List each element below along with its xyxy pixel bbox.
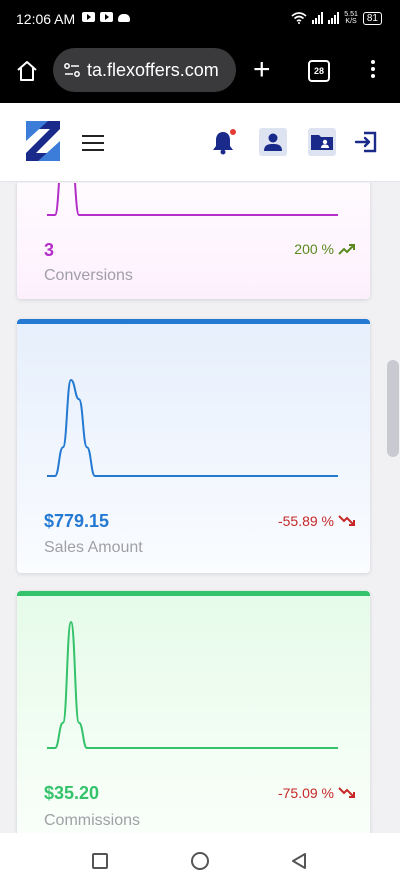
battery-icon: 81: [362, 11, 382, 25]
conversions-label: Conversions: [44, 267, 133, 284]
wifi-icon: [291, 12, 307, 24]
tab-switcher-button[interactable]: 28: [308, 60, 330, 82]
conversions-card[interactable]: 3 Conversions 200 %: [17, 183, 370, 299]
system-nav-bar: [0, 833, 400, 888]
conversions-change-text: 200 %: [294, 241, 334, 257]
trend-up-icon: [338, 244, 355, 255]
new-tab-icon[interactable]: +: [253, 53, 271, 86]
url-text: ta.flexoffers.com: [87, 59, 219, 80]
signal-icon: [312, 12, 324, 24]
notification-icons: [82, 12, 130, 22]
flexoffers-logo[interactable]: [22, 117, 64, 165]
commissions-value: $35.20: [44, 783, 100, 803]
notifications-bell-icon[interactable]: [209, 128, 237, 156]
card-accent-bar: [17, 319, 370, 324]
commissions-change: -75.09 %: [278, 785, 356, 801]
app-header: [0, 103, 400, 182]
sparkline-path: [47, 183, 338, 216]
commissions-label: Commissions: [44, 812, 141, 829]
home-circle-icon[interactable]: [191, 852, 209, 870]
youtube-icon: [100, 12, 113, 22]
conversions-change: 200 %: [294, 241, 356, 257]
folder-user-icon: [311, 135, 333, 150]
recent-apps-icon[interactable]: [92, 853, 108, 869]
conversions-sparkline: [47, 183, 338, 216]
dashboard-content: 3 Conversions 200 % $779.15 Sales Amount…: [0, 183, 400, 833]
commissions-card[interactable]: $35.20 Commissions -75.09 %: [17, 591, 370, 833]
sparkline-path: [47, 620, 338, 749]
hamburger-menu-icon[interactable]: [82, 135, 104, 151]
status-time: 12:06 AM: [16, 11, 76, 27]
sales-amount-change: -55.89 %: [278, 513, 356, 529]
notification-dot: [229, 128, 237, 136]
trend-down-icon: [338, 787, 355, 798]
trend-down-icon: [338, 515, 355, 526]
bell-icon: [213, 132, 233, 155]
system-indicators: 5.51 K/S 81: [291, 11, 382, 25]
cloud-icon: [118, 14, 130, 22]
back-icon[interactable]: [290, 852, 308, 870]
site-settings-icon[interactable]: [63, 61, 81, 79]
profile-icon[interactable]: [259, 128, 287, 156]
account-folder-icon[interactable]: [308, 128, 336, 156]
sales-amount-value: $779.15: [44, 511, 110, 531]
sales-sparkline: [47, 378, 338, 477]
commissions-sparkline: [47, 620, 338, 749]
browser-toolbar: ta.flexoffers.com + 28: [0, 40, 400, 103]
overflow-menu-icon[interactable]: [370, 60, 376, 82]
commissions-change-text: -75.09 %: [277, 785, 334, 801]
status-bar: 12:06 AM 5.51 K/S 81: [0, 0, 400, 40]
signal-icon: [328, 12, 340, 24]
youtube-icon: [82, 12, 95, 22]
sparkline-path: [47, 378, 338, 477]
card-accent-bar: [17, 591, 370, 596]
sales-amount-change-text: -55.89 %: [277, 513, 334, 529]
conversions-value: 3: [44, 240, 55, 260]
scrollbar-thumb[interactable]: [387, 360, 399, 457]
address-bar[interactable]: ta.flexoffers.com: [53, 48, 236, 92]
user-icon: [264, 133, 282, 151]
logout-icon[interactable]: [352, 128, 380, 156]
network-speed: 5.51 K/S: [344, 11, 358, 25]
sales-amount-card[interactable]: $779.15 Sales Amount -55.89 %: [17, 319, 370, 573]
home-icon[interactable]: [15, 59, 39, 83]
sales-amount-label: Sales Amount: [44, 539, 143, 556]
